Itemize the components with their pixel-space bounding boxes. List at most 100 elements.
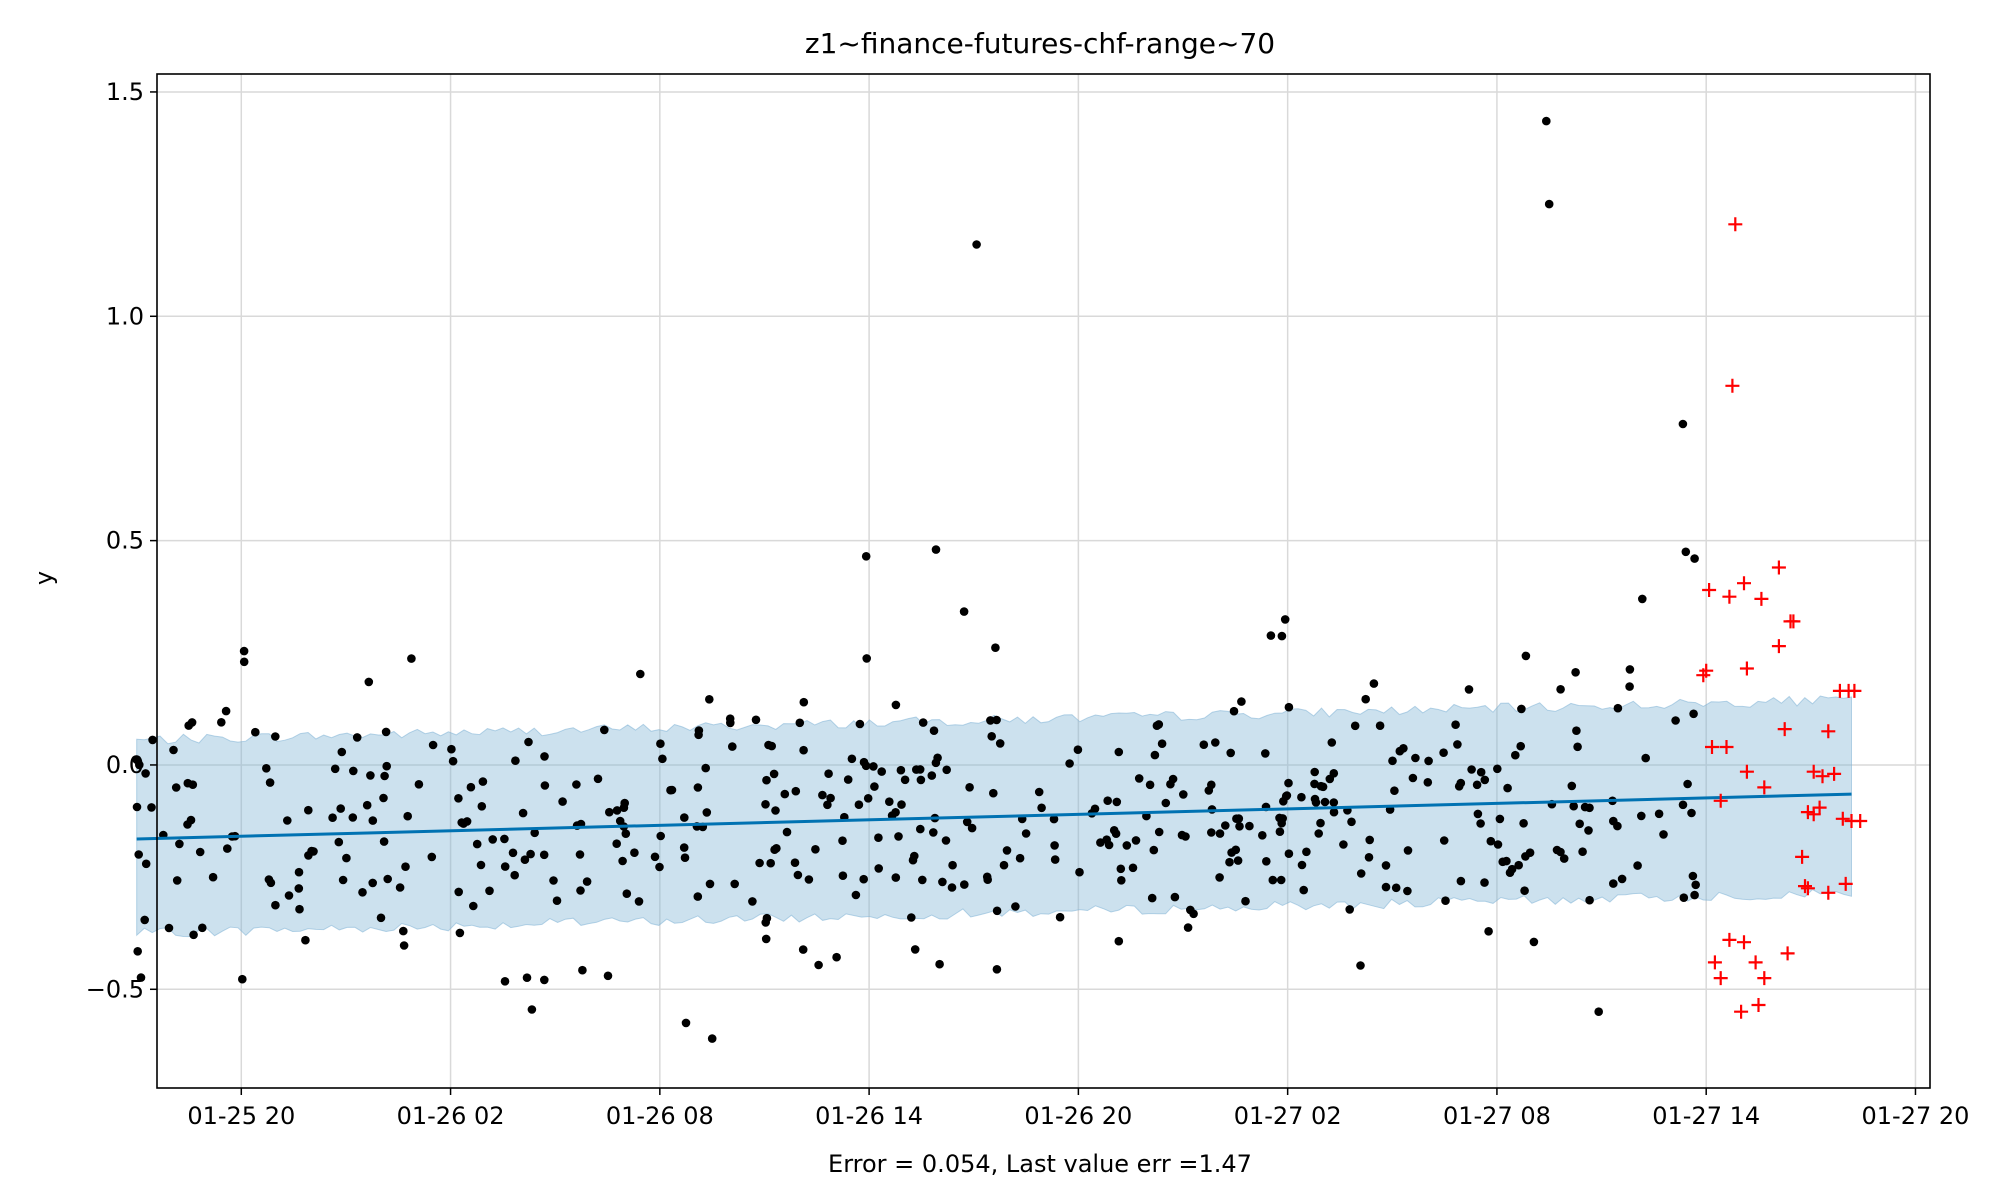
observed-point bbox=[1237, 697, 1246, 706]
observed-point bbox=[338, 875, 348, 885]
future-point-marker bbox=[1786, 614, 1801, 629]
observed-point bbox=[1617, 874, 1627, 884]
observed-point bbox=[1453, 740, 1462, 749]
observed-point bbox=[304, 805, 313, 815]
observed-point bbox=[707, 1034, 717, 1043]
future-point-marker bbox=[1757, 971, 1772, 986]
observed-point bbox=[987, 732, 996, 741]
observed-point bbox=[1090, 804, 1100, 814]
observed-point bbox=[1638, 594, 1647, 604]
observed-point bbox=[1678, 800, 1688, 810]
observed-point bbox=[1266, 631, 1276, 640]
observed-point bbox=[1302, 847, 1311, 857]
observed-point bbox=[859, 874, 868, 884]
future-point-marker bbox=[1696, 668, 1711, 683]
observed-point bbox=[869, 762, 878, 771]
observed-point bbox=[1678, 419, 1688, 429]
observed-point bbox=[262, 764, 271, 773]
observed-point bbox=[522, 973, 532, 982]
observed-point bbox=[1329, 807, 1339, 817]
observed-point bbox=[863, 794, 873, 803]
x-tick-label: 01-27 02 bbox=[1234, 1102, 1342, 1130]
observed-point bbox=[1511, 750, 1520, 760]
observed-point bbox=[1473, 809, 1483, 819]
observed-point bbox=[1424, 756, 1433, 766]
observed-point bbox=[1170, 892, 1180, 902]
observed-point bbox=[915, 765, 925, 774]
observed-point bbox=[1215, 829, 1225, 838]
observed-point bbox=[376, 913, 386, 923]
y-tick-label: −0.5 bbox=[86, 975, 144, 1003]
observed-point bbox=[1111, 829, 1121, 838]
observed-point bbox=[295, 904, 304, 914]
observed-point bbox=[1529, 937, 1539, 947]
observed-point bbox=[1229, 706, 1239, 716]
y-tick-label: 0.0 bbox=[106, 751, 144, 779]
observed-point bbox=[403, 811, 413, 821]
observed-point bbox=[967, 823, 977, 833]
observed-point bbox=[294, 867, 304, 877]
observed-point bbox=[824, 769, 833, 778]
observed-point bbox=[1277, 818, 1286, 828]
observed-point bbox=[1034, 787, 1044, 797]
observed-point bbox=[1690, 890, 1699, 900]
observed-point bbox=[1507, 864, 1517, 874]
observed-point bbox=[1633, 861, 1642, 870]
observed-point bbox=[334, 837, 344, 847]
observed-point bbox=[636, 669, 645, 679]
observed-point bbox=[1154, 720, 1164, 729]
observed-point bbox=[1472, 780, 1482, 790]
observed-point bbox=[1166, 779, 1175, 789]
observed-point bbox=[908, 855, 918, 865]
y-tick-label: 1.0 bbox=[106, 302, 144, 330]
observed-point bbox=[1544, 199, 1554, 209]
future-point-marker bbox=[1853, 814, 1868, 828]
observed-point bbox=[540, 752, 549, 761]
observed-point bbox=[1345, 905, 1354, 914]
observed-point bbox=[600, 725, 609, 735]
y-axis-label: y bbox=[30, 571, 58, 585]
observed-point bbox=[771, 806, 780, 815]
observed-point bbox=[1215, 873, 1224, 882]
observed-point bbox=[195, 847, 205, 857]
observed-point bbox=[1517, 704, 1526, 714]
observed-point bbox=[1578, 847, 1587, 856]
observed-point bbox=[1691, 880, 1700, 890]
plot-area: 01-25 20 01-26 02 01-26 08 01-26 14 01-26 20… bbox=[86, 73, 1969, 1130]
observed-point bbox=[885, 797, 894, 806]
observed-point bbox=[630, 848, 639, 857]
observed-point bbox=[414, 780, 424, 789]
observed-point bbox=[1495, 814, 1505, 824]
observed-point bbox=[1327, 738, 1337, 747]
observed-point bbox=[929, 726, 939, 735]
observed-point bbox=[147, 803, 156, 812]
observed-point bbox=[1262, 857, 1271, 866]
observed-point bbox=[330, 764, 340, 774]
observed-point bbox=[208, 872, 218, 882]
observed-point bbox=[1235, 822, 1244, 831]
observed-point bbox=[854, 800, 864, 809]
observed-point bbox=[593, 774, 603, 784]
chart-title: z1~finance-futures-chf-range~70 bbox=[805, 27, 1275, 60]
observed-point bbox=[380, 771, 389, 781]
future-point-marker bbox=[1777, 722, 1792, 737]
observed-point bbox=[929, 828, 938, 837]
observed-point bbox=[918, 875, 927, 885]
observed-point bbox=[838, 871, 848, 880]
observed-point bbox=[621, 829, 631, 838]
observed-point bbox=[874, 833, 883, 842]
future-point-marker bbox=[1754, 591, 1769, 606]
observed-point bbox=[705, 879, 715, 889]
observed-point bbox=[271, 732, 280, 741]
observed-point bbox=[1503, 783, 1512, 793]
observed-point bbox=[342, 853, 351, 863]
observed-point bbox=[427, 852, 437, 862]
observed-point bbox=[524, 737, 533, 747]
observed-point bbox=[935, 959, 944, 969]
observed-point bbox=[294, 884, 304, 893]
observed-point bbox=[401, 862, 410, 871]
observed-point bbox=[795, 718, 805, 728]
future-point-marker bbox=[1728, 217, 1743, 232]
observed-point bbox=[1356, 961, 1365, 970]
